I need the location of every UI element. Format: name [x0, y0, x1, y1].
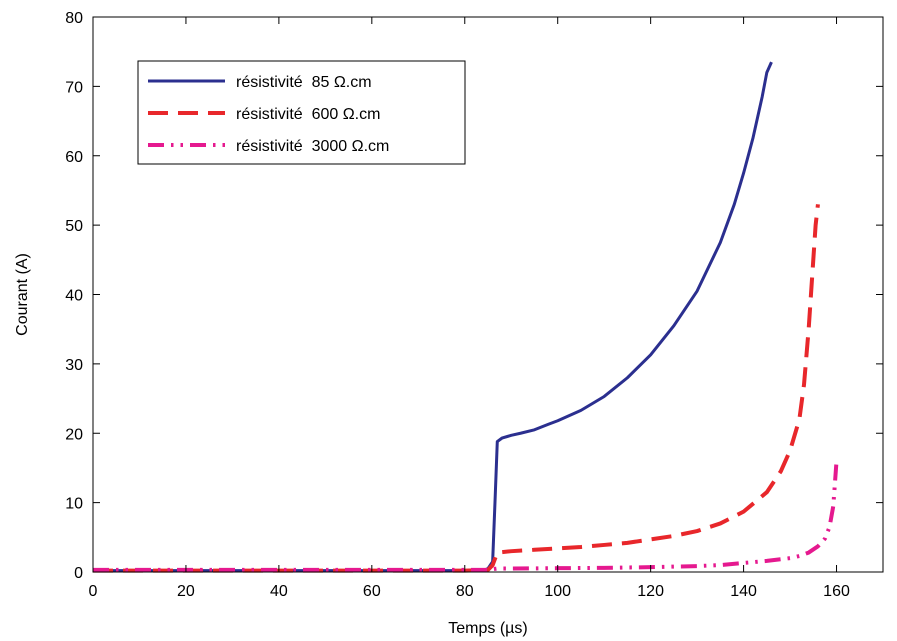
y-axis-title: Courant (A) [14, 253, 31, 336]
y-tick-label: 60 [65, 149, 83, 166]
x-tick-label: 120 [637, 583, 664, 600]
y-tick-label: 0 [74, 565, 83, 582]
x-axis-title: Temps (µs) [448, 620, 527, 637]
series-line-2 [93, 204, 820, 573]
y-tick-label: 70 [65, 79, 83, 96]
x-tick-label: 100 [544, 583, 571, 600]
series-line-3 [93, 460, 839, 572]
y-tick-label: 50 [65, 218, 83, 235]
series-layer [93, 61, 839, 573]
y-tick-label: 20 [65, 426, 83, 443]
x-tick-label: 60 [363, 583, 381, 600]
x-tick-label: 20 [177, 583, 195, 600]
x-tick-label: 140 [730, 583, 757, 600]
x-tick-label: 0 [89, 583, 98, 600]
legend: résistivité 85 Ω.cm résistivité 600 Ω.cm r… [137, 60, 466, 165]
legend-label-2: résistivité 600 Ω.cm [236, 106, 380, 123]
legend-label-1: résistivité 85 Ω.cm [236, 74, 372, 91]
y-tick-label: 30 [65, 357, 83, 374]
ticks-layer [92, 16, 883, 573]
y-tick-label: 40 [65, 288, 83, 305]
x-tick-label: 160 [823, 583, 850, 600]
tick-labels-layer: 0 20 40 60 80 100 120 140 160 0 10 20 30 40 50 60 70 80 [65, 10, 850, 600]
x-tick-label: 40 [270, 583, 288, 600]
legend-entries: résistivité 85 Ω.cm résistivité 600 Ω.cm r… [148, 74, 389, 155]
legend-label-3: résistivité 3000 Ω.cm [236, 138, 389, 155]
y-tick-label: 80 [65, 10, 83, 27]
y-tick-label: 10 [65, 496, 83, 513]
x-tick-label: 80 [456, 583, 474, 600]
